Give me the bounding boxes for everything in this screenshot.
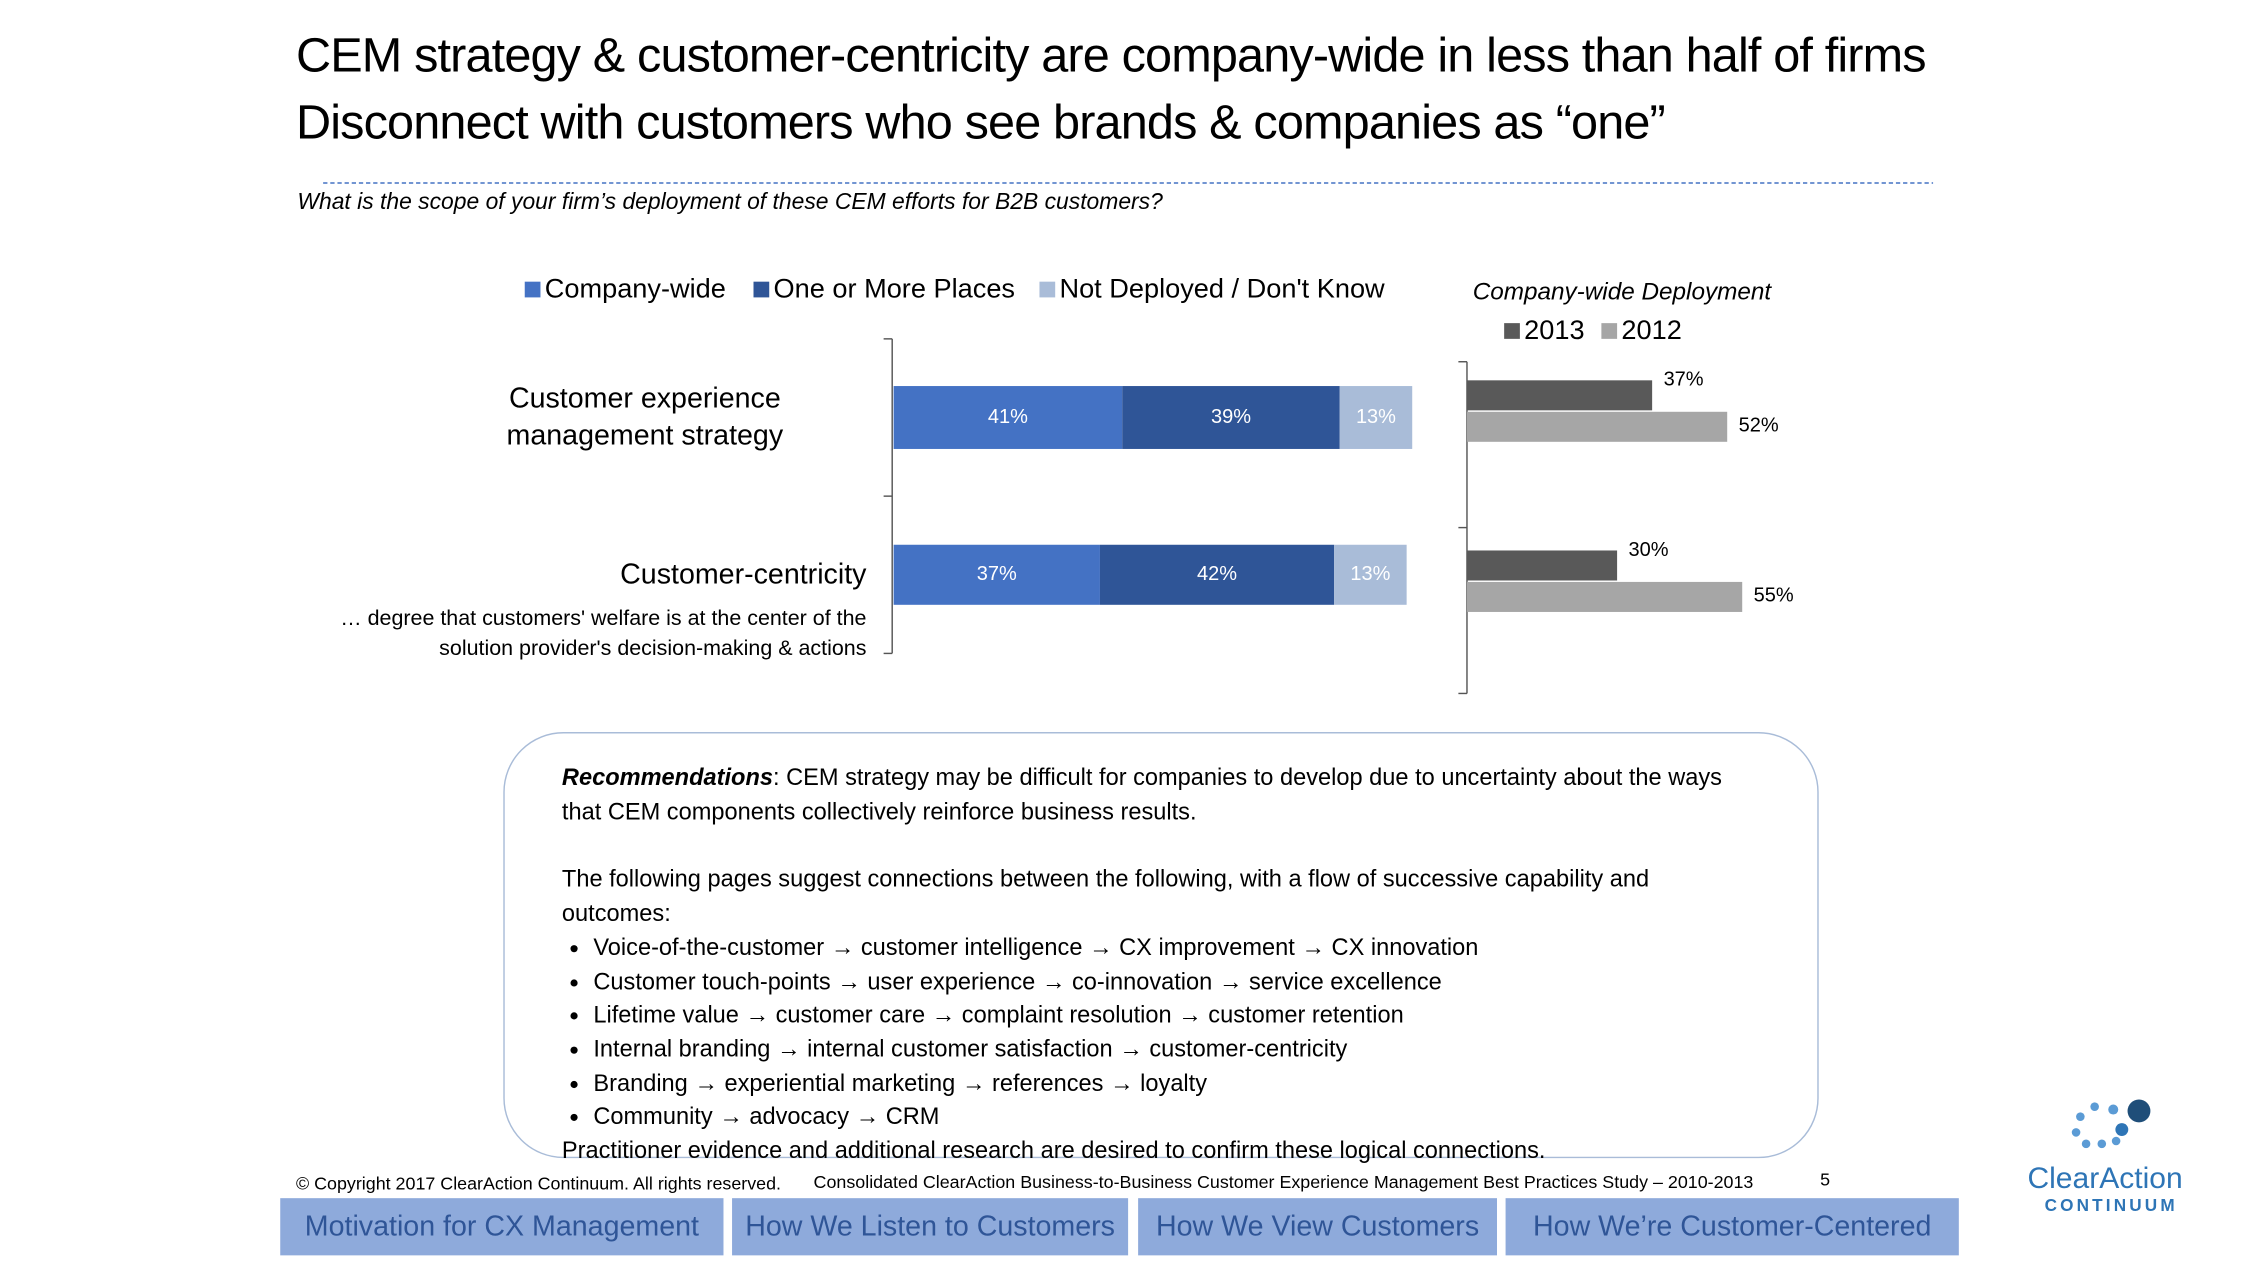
rec-label: Recommendations — [561, 764, 773, 791]
category-note: … degree that customers' welfare is at t… — [340, 606, 867, 661]
chart1-axis — [883, 338, 893, 655]
legend-swatch — [1504, 323, 1520, 339]
value-label: 42% — [1197, 563, 1237, 585]
question: What is the scope of your firm’s deploym… — [297, 190, 1163, 215]
bar-segment — [893, 386, 1123, 449]
legend-label: Company-wide — [545, 272, 726, 303]
chart-title: Company-wide Deployment — [1473, 279, 1773, 306]
value-label: 30% — [1629, 539, 1669, 561]
bar — [1466, 411, 1728, 442]
value-label: 41% — [988, 406, 1028, 428]
legend-swatch — [1039, 281, 1056, 298]
bar — [1466, 581, 1743, 612]
value-label: 39% — [1211, 406, 1251, 428]
recommendation-box — [503, 732, 1819, 1159]
logo-dots — [2071, 1099, 2151, 1149]
copyright: © Copyright 2017 ClearAction Continuum. … — [295, 1173, 782, 1194]
bar-segment — [1339, 386, 1413, 449]
page-number: 5 — [1820, 1169, 1831, 1190]
rec-bullet: Lifetime value → customer care → complai… — [593, 1000, 1763, 1034]
study: Consolidated ClearAction Business-to-Bus… — [813, 1172, 1754, 1193]
bar-segment — [1099, 544, 1335, 605]
bar — [1466, 550, 1618, 581]
legend-label: Not Deployed / Don't Know — [1059, 272, 1385, 303]
chart2-axis — [1458, 361, 1468, 695]
value-label: 55% — [1754, 585, 1794, 607]
title-line: Disconnect with customers who see brands… — [295, 95, 1666, 151]
rec-bullet: Internal branding → internal customer sa… — [593, 1034, 1763, 1068]
bar-segment — [893, 544, 1100, 605]
legend-label: 2013 — [1524, 314, 1584, 345]
category-label: Customer-centricity — [620, 559, 867, 591]
rec-bullets: Voice-of-the-customer → customer intelli… — [562, 932, 1763, 1135]
logo-name: ClearAction — [2027, 1162, 2183, 1196]
nav-tab[interactable]: How We Listen to Customers — [732, 1198, 1129, 1256]
nav-tab[interactable]: Motivation for CX Management — [280, 1198, 724, 1256]
legend-label: 2012 — [1621, 314, 1681, 345]
logo-tagline: CONTINUUM — [2044, 1195, 2178, 1216]
recommendation-text: Recommendations: CEM strategy may be dif… — [562, 762, 1763, 1169]
legend-swatch — [1601, 323, 1618, 339]
bar — [1466, 380, 1653, 411]
legend-label: One or More Places — [774, 272, 1016, 303]
nav-tab[interactable]: How We’re Customer-Centered — [1505, 1198, 1959, 1256]
rec-bullet: Customer touch-points → user experience … — [593, 966, 1763, 1000]
rec-bullet: Community → advocacy → CRM — [593, 1101, 1763, 1135]
rec-bullet: Voice-of-the-customer → customer intelli… — [593, 932, 1763, 966]
bar-segment — [1122, 386, 1340, 449]
rec-closing: Practitioner evidence and additional res… — [561, 1138, 1546, 1164]
value-label: 37% — [1664, 369, 1704, 391]
title-line: CEM strategy & customer-centricity are c… — [295, 28, 1927, 83]
legend-swatch — [524, 281, 541, 298]
nav-tab[interactable]: How We View Customers — [1138, 1198, 1498, 1256]
value-label: 52% — [1739, 414, 1779, 436]
bar-segment — [1334, 544, 1407, 605]
rec-lead: The following pages suggest connections … — [561, 867, 1650, 927]
value-label: 13% — [1356, 406, 1396, 428]
legend-swatch — [753, 281, 770, 298]
rec-intro: : CEM strategy may be difficult for comp… — [561, 764, 1722, 825]
rec-bullet: Branding → experiential marketing → refe… — [593, 1068, 1763, 1102]
category-label: Customer experience management strategy — [506, 383, 784, 452]
value-label: 37% — [977, 563, 1017, 585]
value-label: 13% — [1350, 563, 1390, 585]
